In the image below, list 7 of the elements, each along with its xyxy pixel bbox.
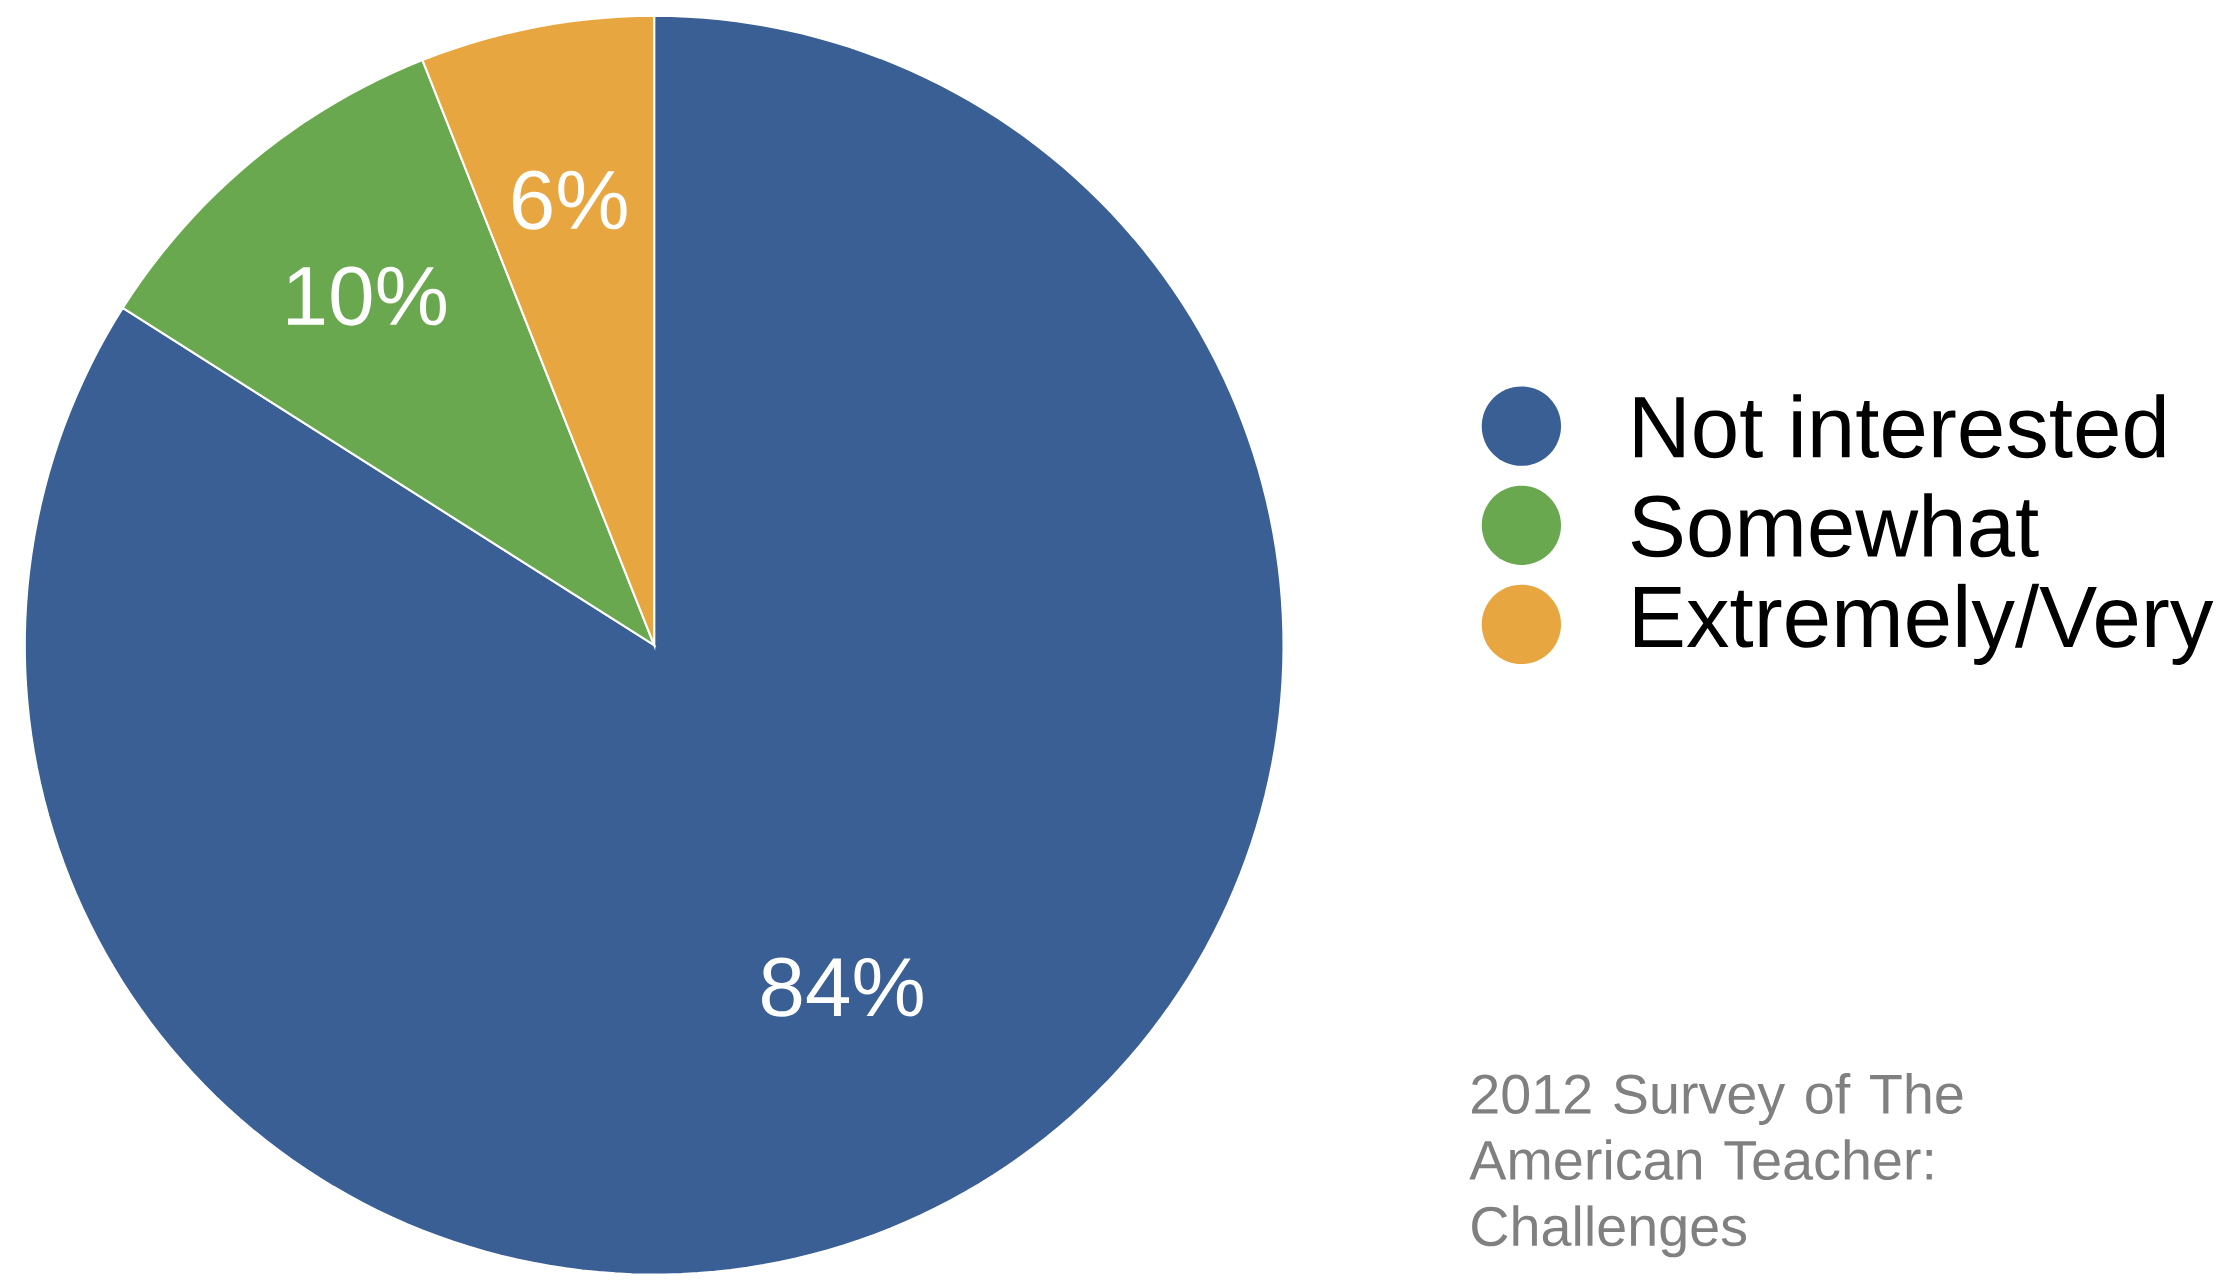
legend-label: Not interested	[1635, 393, 2165, 458]
legend-label: Somewhat	[1631, 493, 2039, 558]
data-label: 6%	[513, 170, 627, 230]
legend-label: Extremely/Very	[1635, 583, 2214, 665]
data-label: 10%	[288, 266, 446, 326]
text: 2012 Survey of The American Teacher: Challenges	[1469, 1072, 1963, 1258]
data-label: 84%	[762, 957, 923, 1017]
